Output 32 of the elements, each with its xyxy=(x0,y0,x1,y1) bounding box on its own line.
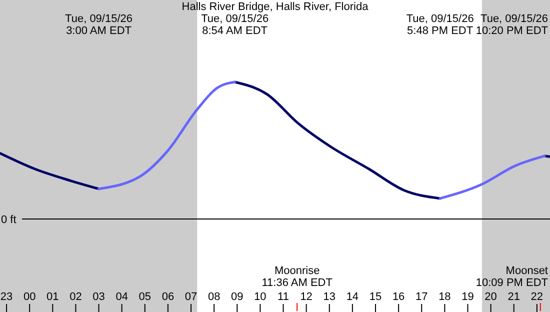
x-tick-label: 08 xyxy=(208,291,220,303)
x-tick-label: 05 xyxy=(138,291,152,303)
x-tick-label: 02 xyxy=(70,291,82,303)
text: Tue, 09/15/26 5:48 PM EDT xyxy=(406,13,474,37)
x-tick-label: 23 xyxy=(0,291,13,303)
text: Tue, 09/15/26 3:00 AM EDT xyxy=(65,13,133,37)
x-tick-label: 10 xyxy=(254,291,266,303)
x-tick-label: 00 xyxy=(23,291,36,303)
x-tick-label: 03 xyxy=(92,291,105,303)
chart-title: Halls River Bridge, Halls River, Florida xyxy=(182,1,370,13)
x-tick-label: 17 xyxy=(416,291,428,303)
ref-line-label: 0 ft xyxy=(1,214,16,226)
x-tick-label: 19 xyxy=(462,291,474,303)
ref-line-label: Moonrise 11:36 AM EDT xyxy=(262,265,333,289)
x-tick-label: 20 xyxy=(484,291,497,303)
x-tick-label: 09 xyxy=(231,291,244,303)
x-tick-label: 01 xyxy=(46,291,59,303)
x-tick-label: 06 xyxy=(162,291,174,303)
x-tick-label: 04 xyxy=(116,291,128,303)
x-tick-label: 22 xyxy=(530,291,544,303)
x-tick-label: 11 xyxy=(278,291,289,303)
x-tick-label: 12 xyxy=(300,291,312,303)
x-tick-label: 16 xyxy=(392,291,405,303)
text: Tue, 09/15/26 10:20 PM EDT xyxy=(476,13,548,37)
x-tick-label: 15 xyxy=(369,291,382,303)
x-tick-label: 21 xyxy=(508,291,520,303)
text: Tue, 09/15/26 8:54 AM EDT xyxy=(201,13,269,37)
x-tick-label: 18 xyxy=(438,291,451,303)
ref-line-label: Moonset 10:09 PM EDT xyxy=(476,265,548,289)
x-tick-label: 13 xyxy=(323,291,336,303)
x-tick-label: 07 xyxy=(184,291,198,303)
x-tick-label: 14 xyxy=(346,291,359,303)
